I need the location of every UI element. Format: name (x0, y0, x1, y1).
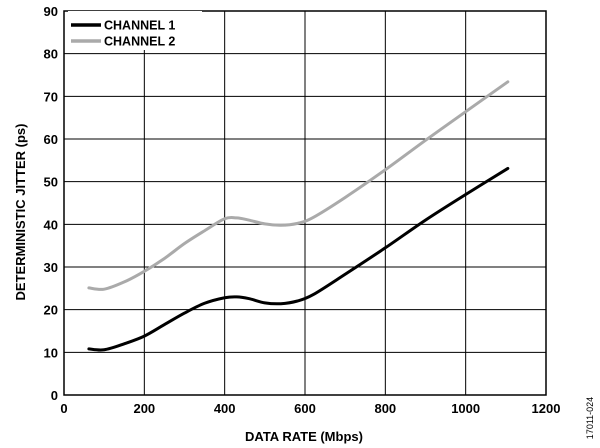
legend-label-channel-1: CHANNEL 1 (104, 19, 175, 33)
series-line-channel-2 (87, 80, 510, 291)
series-line-channel-1 (87, 166, 510, 352)
x-axis-tick-labels: 0 200 400 600 800 1000 1200 (60, 401, 560, 416)
legend-background (68, 11, 202, 50)
grid (63, 10, 547, 396)
y-tick-label-70: 70 (44, 89, 58, 104)
legend-label-channel-2: CHANNEL 2 (104, 35, 175, 49)
x-tick-label-200: 200 (133, 401, 155, 416)
y-tick-label-20: 20 (44, 303, 58, 318)
plot-frame (63, 10, 547, 396)
x-axis-title: DATA RATE (Mbps) (245, 429, 363, 444)
y-tick-label-30: 30 (44, 260, 58, 275)
y-tick-label-50: 50 (44, 175, 58, 190)
y-tick-label-60: 60 (44, 132, 58, 147)
y-tick-label-10: 10 (44, 345, 58, 360)
legend: CHANNEL 1 CHANNEL 2 (68, 11, 202, 50)
x-tick-label-400: 400 (214, 401, 236, 416)
x-tick-label-0: 0 (60, 401, 67, 416)
y-tick-label-80: 80 (44, 47, 58, 62)
x-tick-label-600: 600 (294, 401, 316, 416)
y-tick-label-40: 40 (44, 217, 58, 232)
x-tick-label-800: 800 (374, 401, 396, 416)
x-tick-label-1000: 1000 (451, 401, 480, 416)
series-group (87, 80, 510, 352)
y-axis-tick-labels: 0 10 20 30 40 50 60 70 80 90 (44, 4, 58, 403)
y-tick-label-90: 90 (44, 4, 58, 19)
y-axis-title: DETERMINISTIC JITTER (ps) (13, 124, 28, 301)
x-tick-label-1200: 1200 (532, 401, 561, 416)
y-tick-label-0: 0 (51, 388, 58, 403)
figure-code: 17011-024 (585, 397, 595, 439)
